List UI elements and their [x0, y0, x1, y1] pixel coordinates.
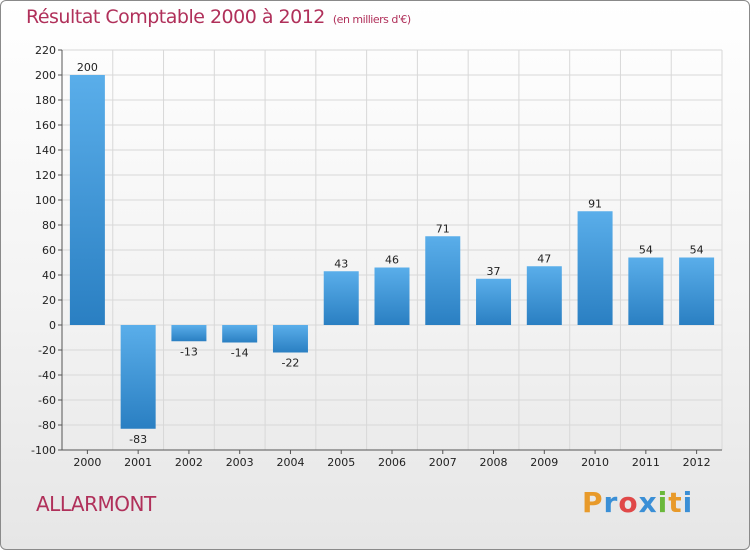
place-name: ALLARMONT — [36, 492, 156, 516]
brand-letter: t — [668, 486, 683, 519]
x-tick-label: 2001 — [124, 456, 152, 469]
data-label: 43 — [334, 257, 348, 270]
y-tick-label: 160 — [35, 119, 56, 132]
y-tick-label: 0 — [49, 319, 56, 332]
y-tick-label: 180 — [35, 94, 56, 107]
y-tick-label: 220 — [35, 44, 56, 57]
y-tick-label: -100 — [31, 444, 56, 457]
data-label: 46 — [385, 254, 399, 267]
x-tick-label: 2010 — [581, 456, 609, 469]
bar — [374, 267, 410, 325]
data-label: -14 — [231, 347, 249, 360]
chart-title: Résultat Comptable 2000 à 2012 (en millie… — [26, 6, 411, 28]
data-label: -83 — [129, 433, 147, 446]
x-tick-label: 2006 — [378, 456, 406, 469]
y-tick-label: 140 — [35, 144, 56, 157]
y-tick-label: -40 — [38, 369, 56, 382]
x-tick-label: 2002 — [175, 456, 203, 469]
y-tick-label: -80 — [38, 419, 56, 432]
x-tick-label: 2000 — [73, 456, 101, 469]
bar — [679, 257, 715, 325]
y-tick-label: 120 — [35, 169, 56, 182]
bar — [120, 325, 156, 429]
x-tick-label: 2009 — [530, 456, 558, 469]
x-tick-label: 2005 — [327, 456, 355, 469]
x-tick-label: 2012 — [683, 456, 711, 469]
x-tick-label: 2004 — [276, 456, 304, 469]
data-label: 91 — [588, 197, 602, 210]
data-label: 200 — [77, 61, 98, 74]
bar — [476, 278, 512, 325]
data-label: 47 — [537, 252, 551, 265]
bar — [628, 257, 664, 325]
axes: -100 -80 -60 -40 -20 0 20 40 60 80 100 120 140 160 180… — [31, 44, 722, 469]
data-label: -22 — [281, 357, 299, 370]
x-tick-label: 2003 — [226, 456, 254, 469]
data-label: -13 — [180, 345, 198, 358]
bar — [323, 271, 359, 325]
y-tick-label: 20 — [42, 294, 56, 307]
brand-letter: P — [582, 486, 604, 519]
bar — [526, 266, 562, 325]
brand-letter: i — [657, 486, 669, 519]
y-tick-label: 100 — [35, 194, 56, 207]
y-tick-label: -60 — [38, 394, 56, 407]
bar — [425, 236, 461, 325]
data-label: 37 — [487, 265, 501, 278]
chart-title-text: Résultat Comptable 2000 à 2012 — [26, 6, 325, 28]
x-tick-label: 2007 — [429, 456, 457, 469]
y-tick-label: 80 — [42, 219, 56, 232]
bar — [577, 211, 613, 325]
data-label: 54 — [639, 244, 653, 257]
chart-unit: (en milliers d'€) — [332, 13, 411, 26]
bar — [272, 325, 308, 353]
y-tick-label: 60 — [42, 244, 56, 257]
brand-letter: o — [618, 486, 639, 519]
brand-letter: x — [638, 486, 658, 519]
y-tick-label: 200 — [35, 69, 56, 82]
bar — [69, 75, 105, 325]
data-label: 71 — [436, 222, 450, 235]
gridlines — [61, 49, 723, 451]
x-tick-label: 2011 — [632, 456, 660, 469]
bar — [222, 325, 258, 343]
bar — [171, 325, 207, 342]
brand-letter: i — [682, 486, 694, 519]
y-tick-label: -20 — [38, 344, 56, 357]
x-tick-label: 2008 — [480, 456, 508, 469]
data-label: 54 — [690, 244, 704, 257]
brand-logo: Proxiti — [582, 486, 693, 519]
brand-letter: r — [603, 486, 619, 519]
bars — [69, 75, 715, 429]
y-tick-label: 40 — [42, 269, 56, 282]
data-labels: 200 -83 -13 -14 -22 43 46 71 37 47 91 54 54 — [77, 61, 704, 446]
